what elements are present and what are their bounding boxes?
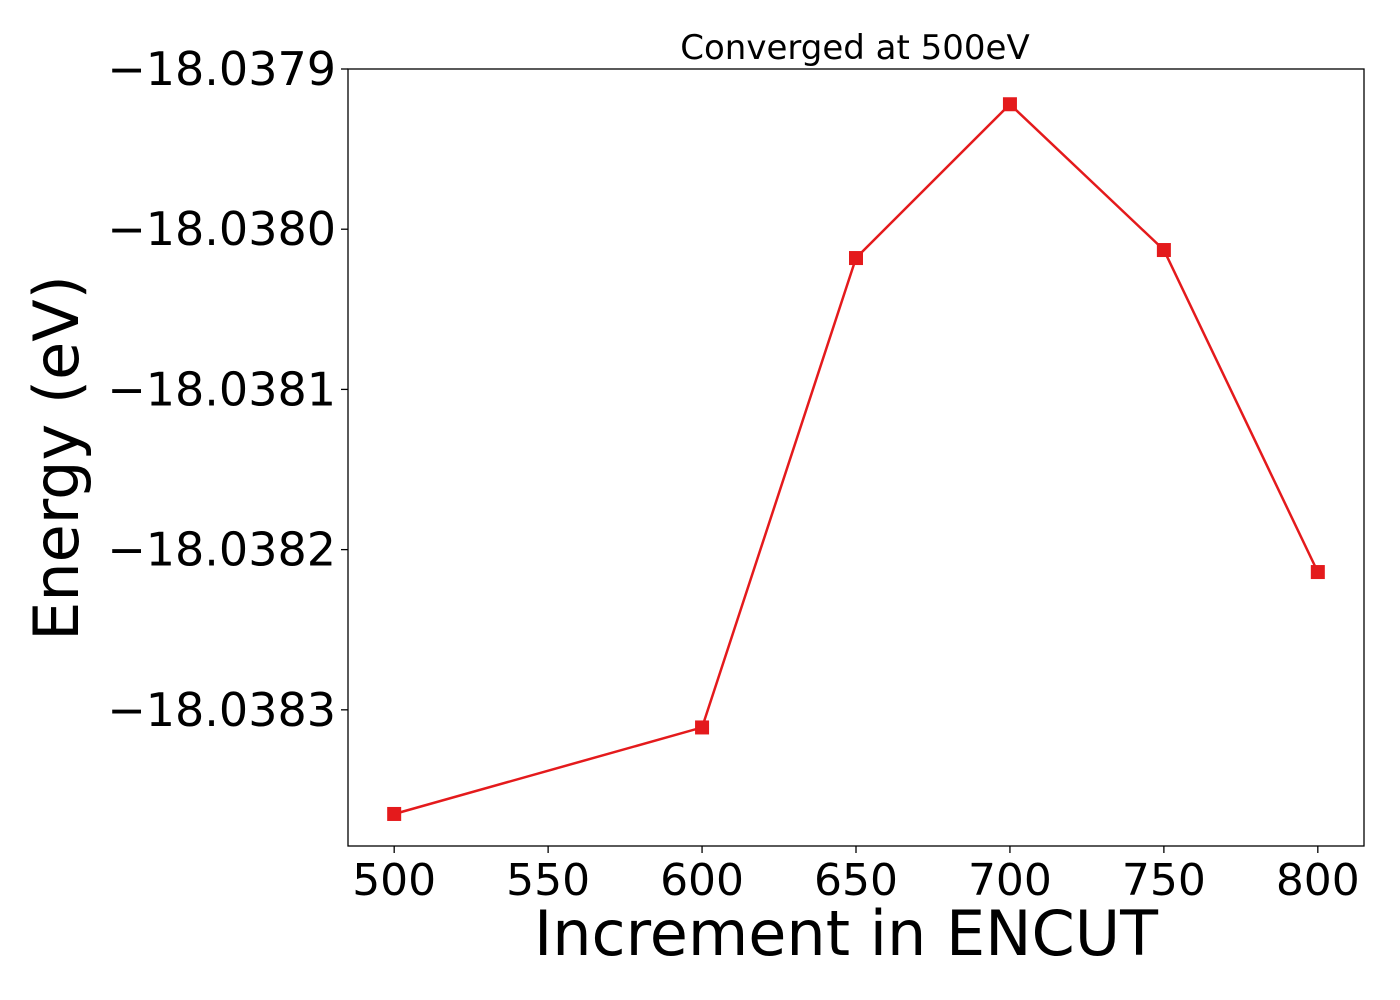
chart-title: Converged at 500eV	[680, 28, 1029, 68]
x-tick-label: 800	[1276, 855, 1360, 906]
plot-frame	[347, 68, 1365, 847]
data-point-marker	[695, 720, 710, 735]
y-tick-label: −18.0382	[107, 523, 336, 577]
plot-area: 500 550 600 650 700 750 800 −18.0383 −18.0382 −18…	[107, 42, 1365, 906]
data-point-marker	[1310, 565, 1325, 580]
y-tick-label: −18.0379	[107, 42, 336, 96]
y-tick-label: −18.0383	[107, 683, 336, 737]
x-tick-label: 550	[506, 855, 590, 906]
series-line	[393, 102, 1319, 816]
y-axis-label: Energy (eV)	[20, 275, 93, 641]
x-tick-label: 750	[1122, 855, 1206, 906]
x-tick-label: 600	[660, 855, 744, 906]
data-point-marker	[387, 806, 402, 821]
data-point-marker	[1156, 243, 1171, 258]
x-axis-label: Increment in ENCUT	[534, 897, 1159, 970]
x-tick-label: 500	[352, 855, 436, 906]
y-tick-label: −18.0381	[107, 362, 336, 416]
data-point-marker	[849, 251, 863, 266]
y-tick-label: −18.0380	[107, 202, 336, 256]
x-tick-label: 650	[814, 855, 898, 906]
x-tick-label: 700	[968, 855, 1052, 906]
data-point-marker	[1002, 97, 1017, 112]
